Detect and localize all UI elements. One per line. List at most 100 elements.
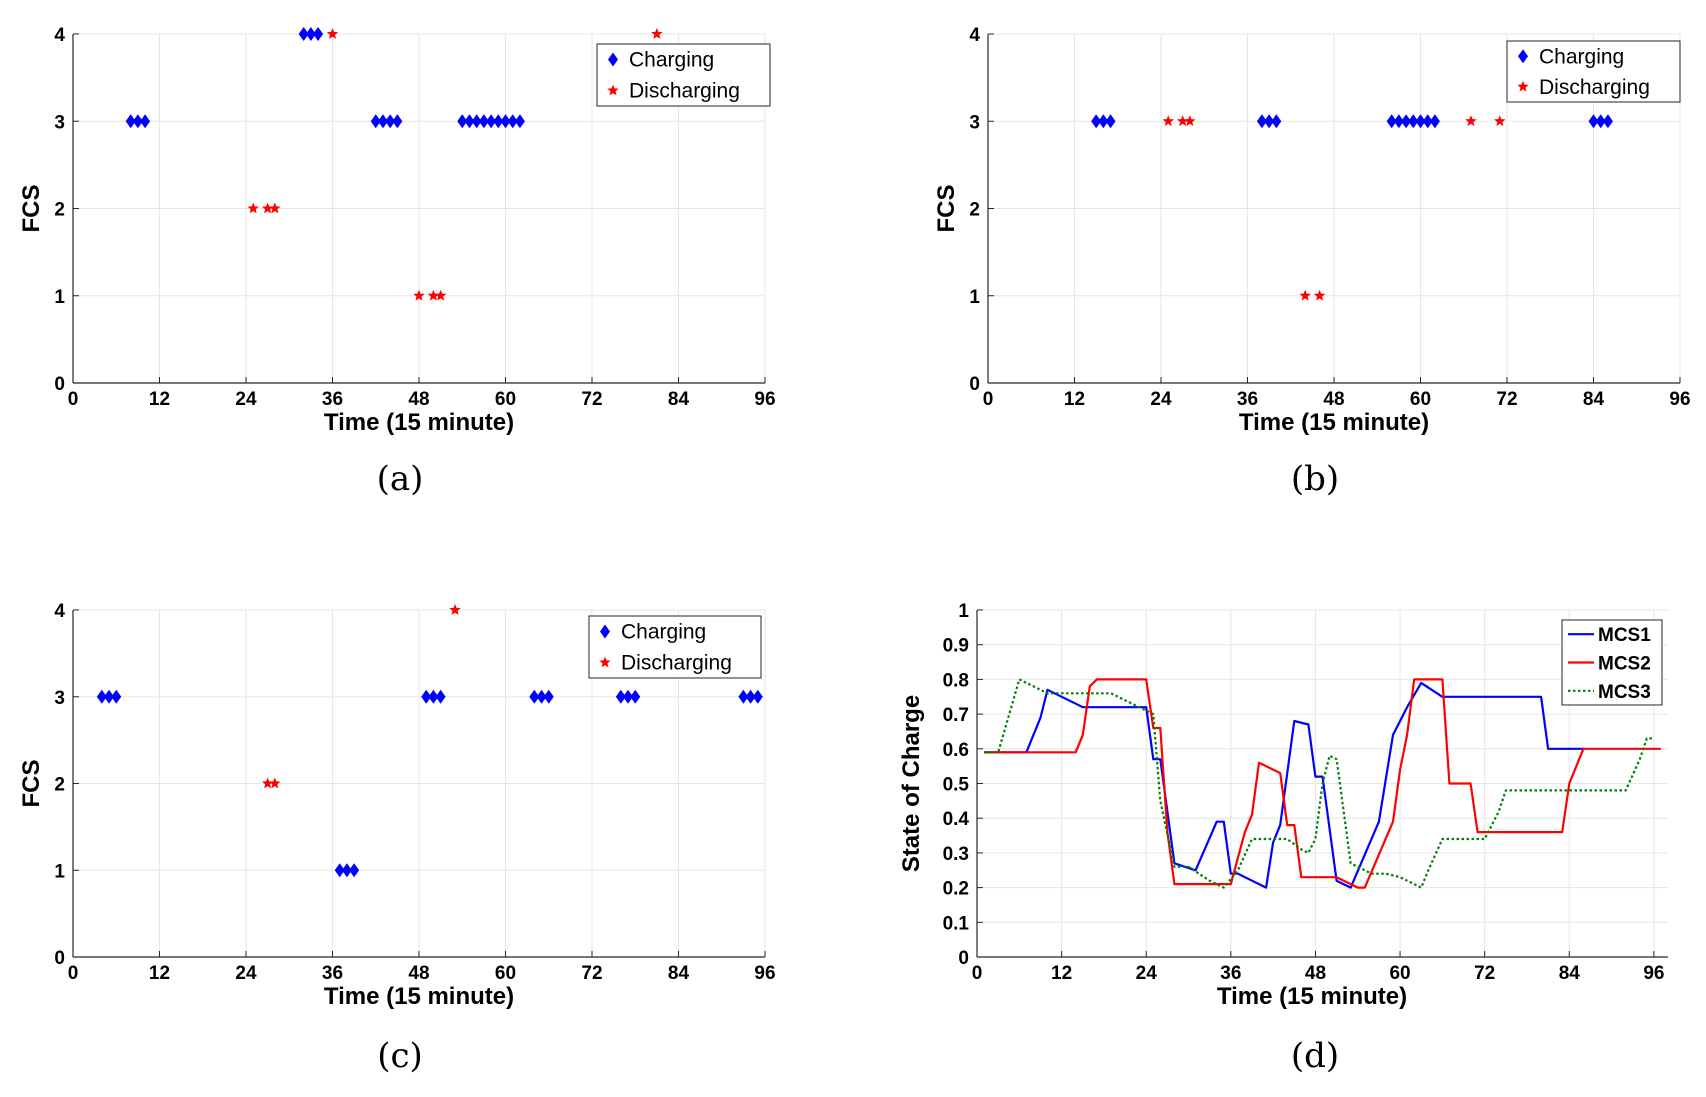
data-point — [623, 689, 634, 704]
data-point — [132, 114, 143, 129]
data-point — [334, 863, 345, 878]
panel-caption: (a) — [377, 459, 424, 499]
x-tick-label: 72 — [581, 963, 602, 984]
x-tick-label: 12 — [1064, 389, 1085, 410]
data-point — [349, 863, 360, 878]
data-point — [500, 114, 511, 129]
x-tick-label: 0 — [68, 963, 79, 984]
data-point — [421, 689, 432, 704]
data-point — [269, 777, 281, 789]
data-point — [1408, 114, 1419, 129]
chart-panel-d: 0 12 24 36 48 60 72 84 96 0 0.1 0.2 0.3 0.4 0.5 0.6 0.7 0… — [898, 601, 1668, 1076]
y-tick-label: 2 — [54, 200, 65, 221]
series-charging — [96, 689, 763, 878]
data-point — [261, 202, 274, 214]
data-point — [1595, 114, 1606, 129]
data-point — [514, 114, 525, 129]
series-discharging — [261, 604, 461, 789]
x-tick-label: 12 — [149, 389, 170, 410]
data-point — [96, 689, 107, 704]
x-axis-label: Time (15 minute) — [1239, 409, 1429, 436]
y-tick-label: 0.4 — [943, 809, 970, 830]
legend: Charging Discharging — [588, 615, 762, 679]
x-tick-label: 36 — [1237, 389, 1258, 410]
data-point — [1176, 115, 1189, 127]
y-tick-label: 1 — [54, 287, 65, 308]
y-tick-label: 2 — [969, 200, 980, 221]
y-tick-label: 2 — [54, 775, 65, 796]
data-point — [1429, 114, 1440, 129]
data-point — [457, 114, 468, 129]
y-tick-label: 0 — [958, 948, 969, 969]
x-tick-label: 48 — [1305, 963, 1326, 984]
data-point — [471, 114, 482, 129]
data-point — [1162, 115, 1174, 127]
series-line-mcs2 — [984, 678, 1661, 889]
data-point — [478, 114, 489, 129]
data-point — [1299, 289, 1311, 301]
data-point — [427, 289, 440, 301]
y-tick-label: 1 — [54, 861, 65, 882]
legend-box — [588, 615, 762, 679]
legend-label: Charging — [1539, 45, 1624, 68]
x-tick-label: 48 — [408, 389, 429, 410]
data-point — [1264, 114, 1275, 129]
legend-label: MCS1 — [1598, 625, 1651, 646]
data-point — [543, 689, 554, 704]
data-point — [1271, 114, 1282, 129]
data-point — [1465, 115, 1477, 127]
data-point — [313, 27, 324, 41]
y-tick-label: 0.5 — [943, 775, 970, 796]
x-tick-label: 24 — [1150, 389, 1172, 410]
data-point — [140, 114, 151, 129]
data-point — [1494, 115, 1506, 127]
data-point — [507, 114, 518, 129]
series-discharging — [1162, 115, 1506, 301]
data-point — [104, 689, 115, 704]
data-point — [449, 604, 461, 615]
panel-caption: (c) — [377, 1036, 423, 1076]
x-tick-label: 24 — [235, 389, 257, 410]
data-point — [1422, 114, 1433, 129]
data-point — [428, 689, 439, 704]
data-point — [269, 202, 281, 214]
y-tick-label: 0.1 — [943, 913, 970, 934]
data-point — [385, 114, 396, 129]
data-point — [1386, 114, 1397, 129]
x-tick-label: 60 — [495, 389, 516, 410]
data-point — [1393, 114, 1404, 129]
x-tick-label: 24 — [235, 963, 257, 984]
data-point — [1401, 114, 1412, 129]
data-point — [377, 114, 388, 129]
data-point — [1602, 114, 1613, 129]
data-point — [1415, 114, 1426, 129]
data-point — [341, 863, 352, 878]
x-tick-label: 12 — [149, 963, 170, 984]
data-point — [1105, 114, 1116, 129]
x-tick-label: 60 — [495, 963, 516, 984]
x-tick-label: 96 — [754, 963, 775, 984]
x-tick-label: 12 — [1051, 963, 1072, 984]
y-tick-label: 1 — [969, 287, 980, 308]
data-point — [1313, 289, 1326, 301]
x-tick-label: 0 — [68, 389, 79, 410]
legend: Charging Discharging — [1506, 40, 1681, 103]
data-point — [247, 202, 259, 214]
legend-marker — [607, 84, 619, 96]
x-tick-label: 96 — [1643, 963, 1664, 984]
x-tick-label: 36 — [322, 963, 343, 984]
data-point — [464, 114, 475, 129]
panel-caption: (d) — [1291, 1036, 1339, 1076]
data-point — [111, 689, 122, 704]
legend-label: Discharging — [621, 652, 732, 675]
x-tick-label: 84 — [1559, 963, 1581, 984]
x-tick-label: 72 — [1474, 963, 1495, 984]
legend-label: Discharging — [629, 80, 740, 103]
x-tick-label: 84 — [668, 963, 690, 984]
y-axis-label: FCS — [933, 185, 960, 233]
data-point — [745, 689, 756, 704]
y-tick-label: 0.2 — [943, 879, 969, 900]
y-tick-label: 0 — [54, 948, 65, 969]
